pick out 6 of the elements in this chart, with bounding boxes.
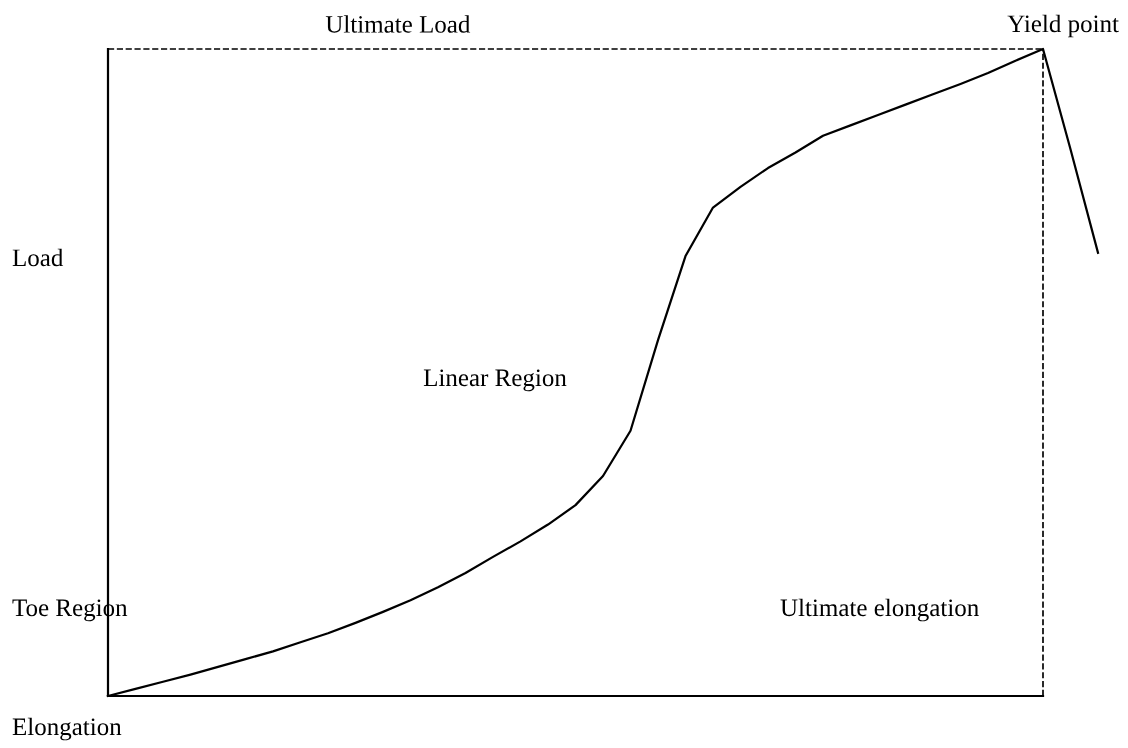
y-axis-title: Load: [12, 248, 64, 267]
annotation: Ultimate elongation: [780, 598, 979, 622]
x-axis-title: Elongation: [12, 717, 122, 741]
annotation: Linear Region: [423, 369, 567, 392]
ref-line-label: Ultimate Load: [325, 15, 471, 33]
text: Yield point: [1007, 14, 1119, 38]
